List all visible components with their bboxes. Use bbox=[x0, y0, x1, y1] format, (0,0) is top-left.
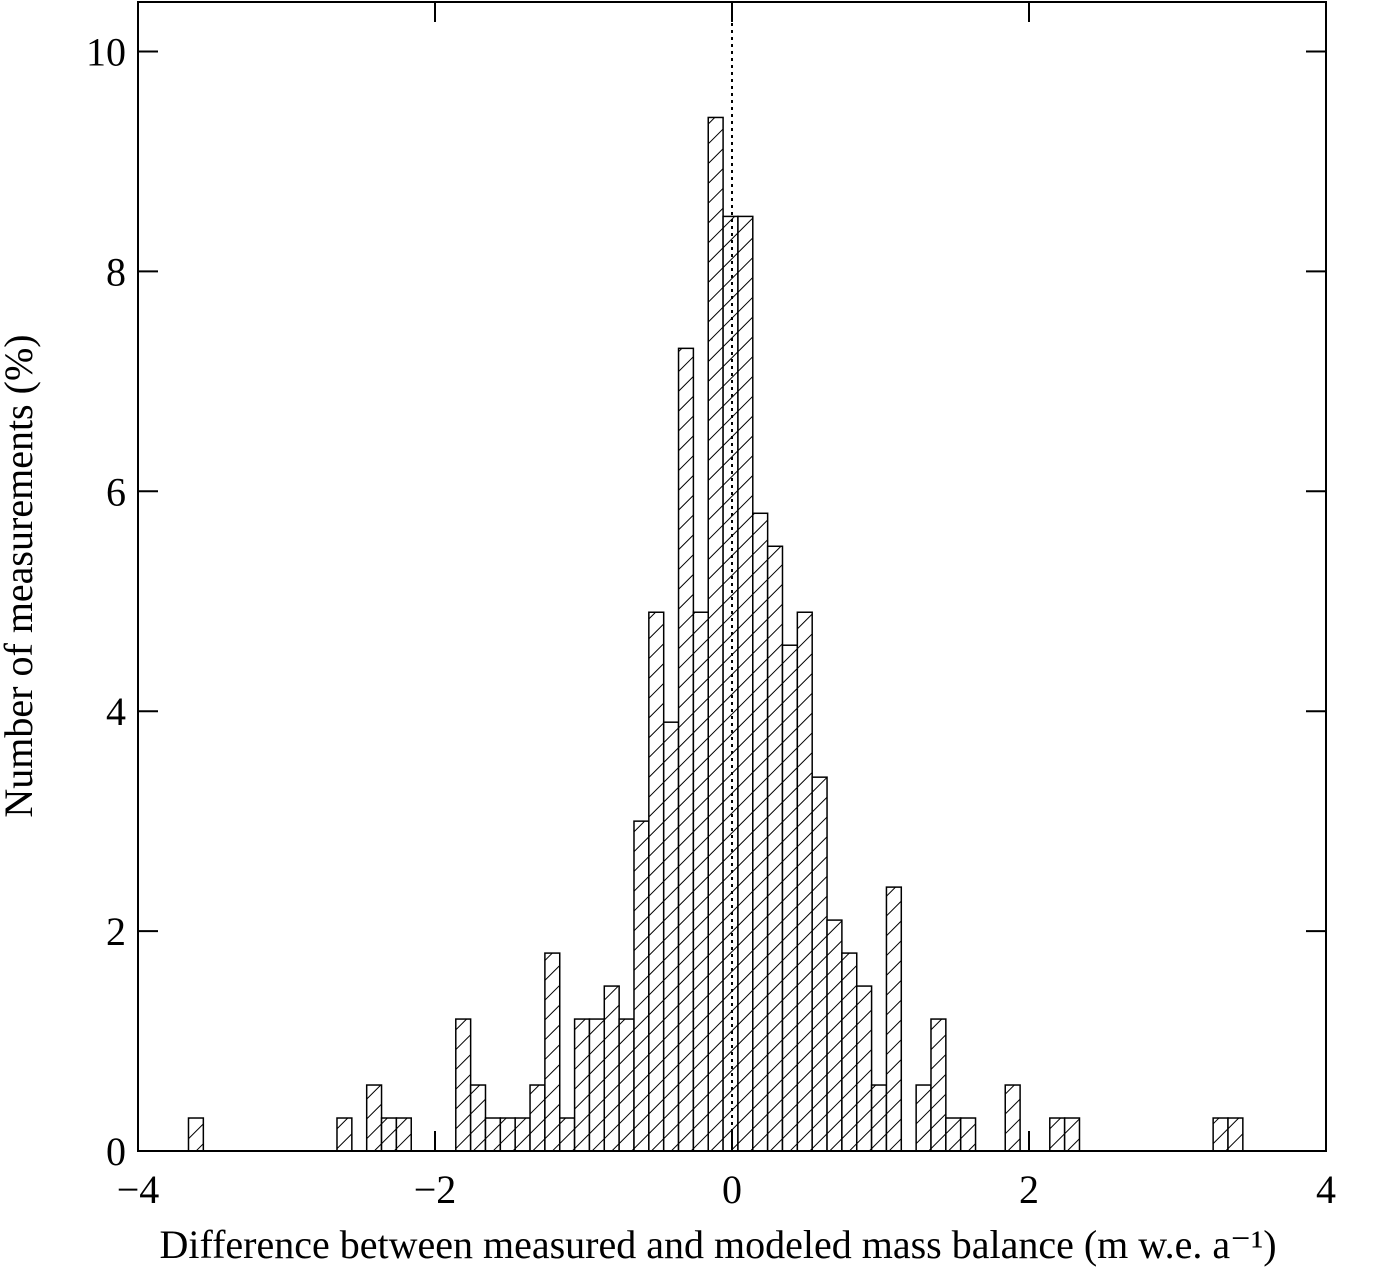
bar bbox=[529, 1084, 546, 1152]
x-tick-label: −2 bbox=[414, 1167, 457, 1212]
bar bbox=[752, 512, 769, 1152]
bar bbox=[469, 1084, 487, 1152]
bar bbox=[870, 1084, 888, 1152]
x-tick-label: 0 bbox=[722, 1167, 742, 1212]
bar bbox=[558, 1117, 576, 1152]
bar bbox=[1227, 1117, 1244, 1152]
bar bbox=[915, 1084, 932, 1152]
y-tick-label: 4 bbox=[106, 689, 126, 734]
bar bbox=[380, 1117, 398, 1152]
y-axis-label: Number of measurements (%) bbox=[0, 334, 41, 817]
bar bbox=[677, 347, 695, 1152]
bar bbox=[737, 215, 754, 1152]
bar bbox=[455, 1018, 472, 1152]
y-tick-label: 8 bbox=[106, 249, 126, 294]
bar bbox=[959, 1117, 977, 1152]
bar bbox=[648, 611, 665, 1152]
bar bbox=[603, 985, 620, 1152]
bar bbox=[187, 1117, 205, 1152]
bar bbox=[796, 611, 813, 1152]
y-tick-label: 6 bbox=[106, 469, 126, 514]
bar bbox=[811, 776, 828, 1152]
x-tick-label: 4 bbox=[1316, 1167, 1336, 1212]
bar bbox=[1212, 1117, 1229, 1152]
bar bbox=[336, 1117, 353, 1152]
x-axis-label: Difference between measured and modeled … bbox=[159, 1222, 1276, 1267]
bar bbox=[662, 721, 680, 1152]
bar bbox=[573, 1018, 591, 1152]
bar bbox=[1004, 1084, 1021, 1152]
bar bbox=[855, 985, 873, 1152]
bar bbox=[766, 545, 784, 1152]
bar bbox=[885, 886, 903, 1152]
bar bbox=[484, 1117, 502, 1152]
bar bbox=[692, 611, 709, 1152]
bar bbox=[781, 644, 799, 1152]
x-tick-label: −4 bbox=[117, 1167, 160, 1212]
y-tick-label: 2 bbox=[106, 909, 126, 954]
bar bbox=[618, 1018, 635, 1152]
bar bbox=[1049, 1117, 1066, 1152]
bar bbox=[722, 215, 739, 1152]
bar bbox=[1063, 1117, 1081, 1152]
bar bbox=[945, 1117, 962, 1152]
bar bbox=[395, 1117, 412, 1152]
bar bbox=[588, 1018, 606, 1152]
bar bbox=[841, 952, 858, 1152]
bar bbox=[707, 116, 724, 1152]
bar bbox=[514, 1117, 531, 1152]
bar bbox=[633, 820, 650, 1152]
y-tick-label: 0 bbox=[106, 1129, 126, 1174]
bar bbox=[826, 919, 843, 1152]
bar bbox=[365, 1084, 383, 1152]
x-tick-label: 2 bbox=[1019, 1167, 1039, 1212]
bar bbox=[930, 1018, 947, 1152]
bar bbox=[544, 952, 561, 1152]
y-tick-label: 10 bbox=[86, 29, 126, 74]
bar bbox=[499, 1117, 516, 1152]
